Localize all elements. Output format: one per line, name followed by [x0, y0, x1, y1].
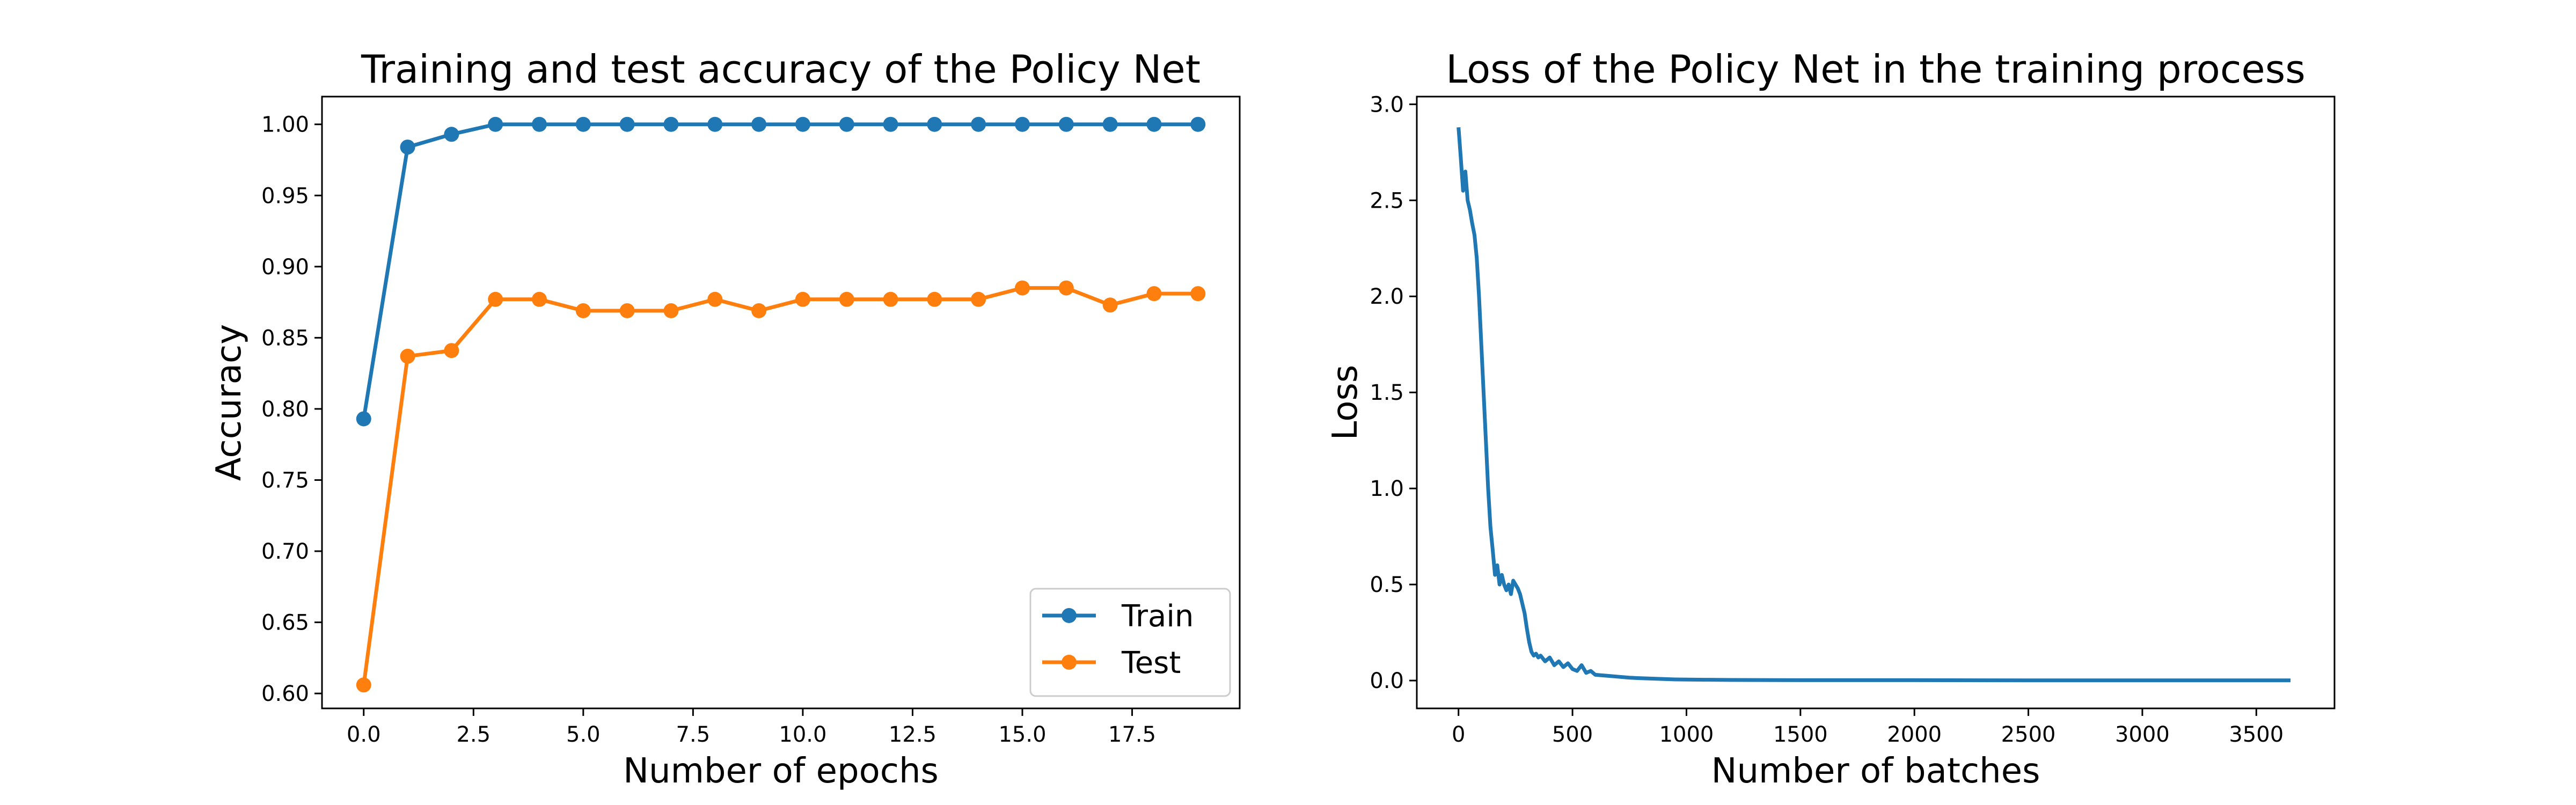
accuracy-x-tick-label: 15.0 [998, 722, 1046, 747]
loss-y-ticks: 0.0 0.5 1.0 1.5 2.0 2.5 3.0 [1370, 92, 1417, 693]
train-accuracy-point [663, 116, 679, 132]
test-accuracy-point [1146, 286, 1162, 302]
accuracy-y-ticks: 0.60 0.65 0.70 0.75 0.80 0.85 0.90 0.95 1.00 [261, 113, 322, 706]
accuracy-y-axis-label: Accuracy [209, 324, 249, 481]
train-accuracy-point [619, 116, 635, 132]
train-accuracy-point [795, 116, 810, 132]
accuracy-axes-frame [321, 96, 1241, 709]
test-accuracy-point [1102, 297, 1118, 313]
train-accuracy-point [1190, 116, 1206, 132]
loss-x-tick-label: 3500 [2229, 722, 2284, 747]
test-accuracy-point [1190, 286, 1206, 302]
loss-y-tick-label: 2.5 [1370, 188, 1404, 213]
train-accuracy-point [883, 116, 898, 132]
accuracy-y-tick-label: 0.70 [261, 539, 309, 564]
loss-y-tick-label: 0.5 [1370, 573, 1404, 597]
loss-x-tick-label: 1000 [1659, 722, 1714, 747]
loss-x-tick-label: 2000 [1887, 722, 1942, 747]
loss-axes-frame [1416, 96, 2336, 709]
test-accuracy-point [488, 291, 503, 307]
train-accuracy-point [575, 116, 591, 132]
accuracy-chart-title: Training and test accuracy of the Policy… [361, 47, 1201, 92]
train-accuracy-point [1102, 116, 1118, 132]
train-accuracy-point [971, 116, 986, 132]
loss-chart: 0 500 1000 1500 2000 2500 3000 3500 0.0 0.5 1.0 1.… [1326, 47, 2336, 791]
loss-chart-title: Loss of the Policy Net in the training p… [1446, 47, 2305, 92]
accuracy-x-tick-label: 0.0 [347, 722, 381, 747]
test-accuracy-point [356, 677, 371, 693]
loss-x-axis-label: Number of batches [1711, 751, 2040, 791]
train-accuracy-point [751, 116, 767, 132]
accuracy-y-tick-label: 0.65 [261, 611, 309, 635]
legend-test-label: Test [1121, 646, 1181, 680]
test-accuracy-point [444, 343, 459, 358]
loss-x-ticks: 0 500 1000 1500 2000 2500 3000 3500 [1452, 708, 2284, 747]
accuracy-y-tick-label: 0.80 [261, 397, 309, 422]
train-accuracy-point [1015, 116, 1030, 132]
accuracy-chart: 0.0 2.5 5.0 7.5 10.0 12.5 15.0 17.5 0.60 0.65 0.7… [209, 47, 1241, 791]
test-accuracy-point [400, 348, 415, 364]
loss-y-tick-label: 3.0 [1370, 92, 1404, 117]
accuracy-x-ticks: 0.0 2.5 5.0 7.5 10.0 12.5 15.0 17.5 [347, 708, 1156, 747]
train-accuracy-point [444, 127, 459, 142]
test-accuracy-point [1058, 280, 1074, 296]
accuracy-x-tick-label: 7.5 [676, 722, 711, 747]
accuracy-x-tick-label: 5.0 [566, 722, 601, 747]
accuracy-x-tick-label: 17.5 [1108, 722, 1156, 747]
test-accuracy-point [883, 291, 898, 307]
test-accuracy-point [839, 291, 854, 307]
test-accuracy-point [1015, 280, 1030, 296]
loss-x-tick-label: 500 [1552, 722, 1593, 747]
accuracy-y-tick-label: 0.75 [261, 468, 309, 493]
test-accuracy-point [927, 291, 942, 307]
train-accuracy-point [400, 140, 415, 155]
test-accuracy-point [795, 291, 810, 307]
train-accuracy-point [532, 116, 547, 132]
test-accuracy-point [751, 303, 767, 318]
train-accuracy-point [488, 116, 503, 132]
train-accuracy-point [927, 116, 942, 132]
accuracy-x-tick-label: 12.5 [889, 722, 936, 747]
loss-y-tick-label: 2.0 [1370, 284, 1404, 309]
accuracy-y-tick-label: 0.95 [261, 184, 309, 208]
accuracy-y-tick-label: 1.00 [261, 113, 309, 137]
train-accuracy-point [839, 116, 854, 132]
train-accuracy-point [356, 411, 371, 427]
legend-train-label: Train [1121, 599, 1194, 634]
loss-x-tick-label: 1500 [1773, 722, 1828, 747]
accuracy-y-tick-label: 0.60 [261, 682, 309, 706]
accuracy-x-tick-label: 2.5 [456, 722, 491, 747]
loss-y-tick-label: 0.0 [1370, 669, 1404, 693]
train-accuracy-point [1058, 116, 1074, 132]
legend-test-marker-swatch [1062, 655, 1077, 670]
test-accuracy-point [707, 291, 723, 307]
accuracy-legend: Train Test [1029, 588, 1231, 697]
loss-y-tick-label: 1.0 [1370, 477, 1404, 501]
accuracy-plot-area [356, 116, 1206, 693]
legend-train-marker-swatch [1062, 608, 1077, 623]
accuracy-y-tick-label: 0.90 [261, 255, 309, 280]
train-accuracy-point [707, 116, 723, 132]
loss-line [1457, 127, 2291, 683]
loss-y-axis-label: Loss [1326, 365, 1365, 440]
train-accuracy-point [1146, 116, 1162, 132]
accuracy-x-tick-label: 10.0 [779, 722, 826, 747]
accuracy-y-tick-label: 0.85 [261, 326, 309, 350]
loss-x-tick-label: 3000 [2115, 722, 2170, 747]
loss-plot-area [1457, 127, 2291, 683]
loss-y-tick-label: 1.5 [1370, 380, 1404, 405]
test-accuracy-point [663, 303, 679, 318]
test-accuracy-point [619, 303, 635, 318]
test-accuracy-point [575, 303, 591, 318]
test-accuracy-point [971, 291, 986, 307]
accuracy-x-axis-label: Number of epochs [623, 751, 939, 791]
loss-x-tick-label: 0 [1452, 722, 1465, 747]
loss-x-tick-label: 2500 [2001, 722, 2056, 747]
test-accuracy-point [532, 291, 547, 307]
